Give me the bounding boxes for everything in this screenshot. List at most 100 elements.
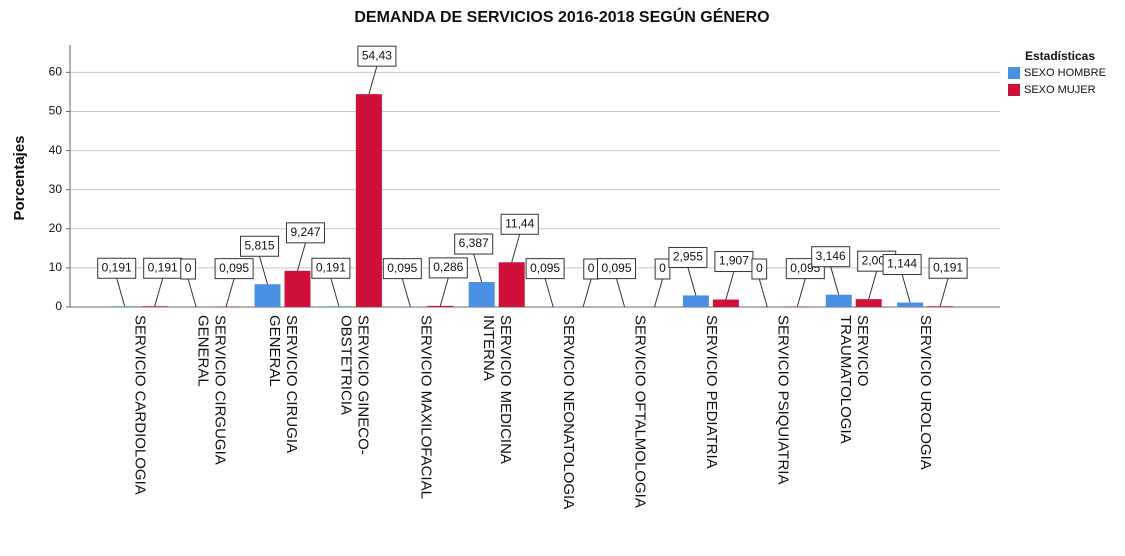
leader-line	[830, 266, 840, 295]
x-tick-label: SERVICIO PSIQUIATRIA	[774, 315, 791, 484]
x-tick-label: SERVICIOTRAUMATOLOGIA	[837, 315, 871, 444]
y-tick-label: 0	[55, 299, 62, 313]
leader-line	[796, 278, 806, 307]
y-axis-label: Porcentajes	[11, 135, 28, 220]
bar	[325, 306, 352, 307]
value-label: 2,955	[673, 250, 703, 264]
value-label-box	[751, 258, 768, 280]
leader-line	[187, 278, 197, 308]
value-label: 0,191	[148, 260, 178, 274]
value-label: 1,144	[887, 257, 917, 271]
x-tick-label-line: SERVICIO	[854, 315, 871, 386]
leader-line	[725, 271, 735, 300]
x-tick-label-line: OBSTETRICIA	[337, 315, 354, 415]
legend-title: Estadísticas	[1025, 49, 1095, 63]
leader-line	[154, 278, 164, 307]
x-tick-label-line: SERVICIO CIRUGIA	[283, 315, 300, 453]
x-tick-label-line: SERVICIO OFTALMOLOGIA	[632, 315, 649, 508]
legend-swatch	[1008, 84, 1020, 96]
leader-line	[297, 242, 306, 271]
x-tick-label-line: SERVICIO PSIQUIATRIA	[774, 315, 791, 484]
value-label: 0,191	[316, 260, 346, 274]
x-tick-label: SERVICIO GINECO-OBSTETRICIA	[337, 315, 371, 455]
value-label: 0,095	[601, 261, 631, 275]
x-tick-label-line: SERVICIO MAXILOFACIAL	[417, 315, 434, 499]
y-tick-label: 50	[49, 104, 63, 118]
bar	[284, 270, 311, 307]
bar	[254, 284, 281, 307]
value-label-box	[596, 258, 637, 280]
y-tick-label: 60	[49, 65, 63, 79]
x-tick-label: SERVICIO MEDICINAINTERNA	[480, 315, 514, 464]
value-label-box	[97, 257, 137, 279]
value-label-box	[500, 213, 539, 235]
value-label: 1,907	[719, 254, 749, 268]
x-tick-label-line: SERVICIO MEDICINA	[497, 315, 514, 464]
value-label: 5,815	[244, 238, 274, 252]
x-tick-label-line: TRAUMATOLOGIA	[837, 315, 854, 444]
leader-line	[511, 234, 521, 263]
bar	[498, 262, 525, 307]
value-label-box	[311, 257, 351, 279]
bar	[427, 305, 454, 307]
leader-line	[544, 278, 554, 307]
x-tick-label-line: SERVICIO UROLOGIA	[917, 315, 934, 470]
value-label: 11,44	[505, 216, 534, 230]
value-label: 0,095	[219, 261, 249, 275]
value-label: 0	[588, 261, 595, 275]
bar	[141, 306, 168, 307]
value-label-box	[382, 258, 422, 280]
value-label: 0	[659, 261, 666, 275]
bar	[897, 302, 924, 307]
y-tick-label: 40	[49, 143, 63, 157]
bar	[682, 295, 709, 307]
x-tick-label: SERVICIO MAXILOFACIAL	[417, 315, 434, 499]
bar	[355, 94, 382, 307]
bar	[712, 299, 739, 307]
value-label: 0,286	[433, 260, 463, 274]
legend-label: SEXO HOMBRE	[1024, 67, 1106, 79]
leader-line	[259, 256, 268, 285]
x-tick-label: SERVICIO PEDIATRIA	[703, 315, 720, 469]
x-tick-label: SERVICIO NEONATOLOGIA	[560, 315, 577, 509]
value-label-box	[882, 254, 922, 276]
value-label: 0,191	[102, 260, 132, 274]
value-label: 9,247	[290, 225, 320, 239]
x-tick-label-line: GENERAL	[195, 315, 212, 387]
value-label: 3,146	[816, 249, 846, 263]
leader-line	[473, 253, 483, 283]
leader-line	[687, 267, 697, 296]
x-tick-label-line: SERVICIO GINECO-	[354, 315, 371, 455]
leader-line	[758, 278, 768, 308]
x-tick-label: SERVICIO CIRGUGIAGENERAL	[195, 315, 229, 465]
leader-line	[868, 271, 878, 300]
value-label-box	[180, 258, 196, 280]
value-label-box	[668, 246, 708, 268]
value-label-box	[214, 258, 254, 280]
value-label-box	[654, 258, 671, 280]
bar	[825, 294, 852, 307]
x-tick-label-line: SERVICIO CIRGUGIA	[212, 315, 229, 465]
x-tick-label: SERVICIO CARDIOLOGIA	[132, 315, 149, 495]
value-label-box	[285, 222, 326, 244]
leader-line	[939, 278, 949, 307]
x-tick-label-line: INTERNA	[480, 315, 497, 381]
x-tick-label: SERVICIO CIRUGIAGENERAL	[266, 315, 300, 453]
x-tick-label: SERVICIO OFTALMOLOGIA	[632, 315, 649, 508]
value-label-box	[928, 257, 968, 279]
value-label: 54,43	[362, 48, 392, 62]
leader-line	[368, 66, 378, 95]
x-tick-label-line: SERVICIO PEDIATRIA	[703, 315, 720, 469]
leader-line	[330, 278, 340, 307]
bar	[468, 282, 495, 307]
y-tick-label: 20	[49, 221, 63, 235]
chart-title: DEMANDA DE SERVICIOS 2016-2018 SEGÚN GÉN…	[354, 7, 769, 26]
bar	[855, 299, 882, 307]
x-tick-label-line: SERVICIO CARDIOLOGIA	[132, 315, 149, 495]
y-tick-label: 30	[49, 182, 63, 196]
value-label-box	[525, 258, 565, 280]
bar	[111, 306, 138, 307]
value-label-box	[811, 246, 851, 268]
value-label-box	[239, 235, 280, 257]
value-label: 0,191	[933, 260, 963, 274]
